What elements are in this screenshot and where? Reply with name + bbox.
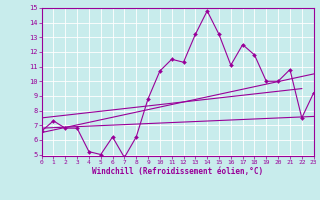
X-axis label: Windchill (Refroidissement éolien,°C): Windchill (Refroidissement éolien,°C)	[92, 167, 263, 176]
